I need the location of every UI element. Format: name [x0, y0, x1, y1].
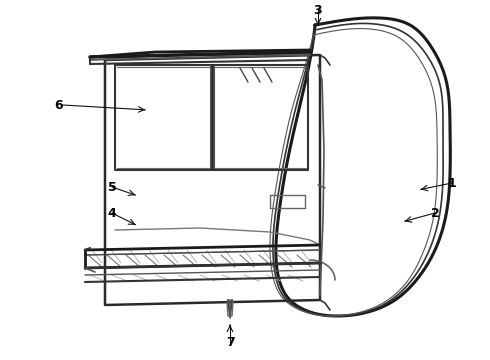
Text: 5: 5	[108, 180, 117, 194]
Text: 2: 2	[431, 207, 440, 220]
Text: 7: 7	[225, 336, 234, 348]
Text: 3: 3	[314, 4, 322, 17]
Text: 1: 1	[448, 176, 456, 189]
Text: 4: 4	[108, 207, 117, 220]
Text: 6: 6	[54, 99, 63, 112]
